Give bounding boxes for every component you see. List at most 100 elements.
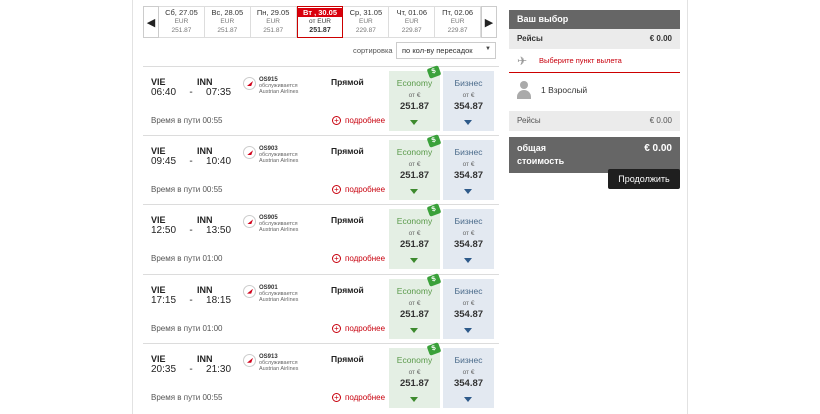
sort-selected-value: по кол-ву пересадок xyxy=(402,46,473,55)
chevron-down-icon xyxy=(410,396,418,402)
economy-fare-button[interactable]: Economy от €251.87 xyxy=(389,209,440,270)
destination-code: INN xyxy=(197,146,213,157)
operator-info: обслуживается Austrian Airlines xyxy=(259,291,298,303)
next-dates-button[interactable]: ▶ xyxy=(481,6,497,38)
details-label: подробнее xyxy=(345,116,386,125)
origin-code: VIE xyxy=(151,353,166,364)
date-cell[interactable]: Чт, 01.06 EUR 229.87 xyxy=(389,6,436,38)
airline-logo-icon xyxy=(243,284,256,298)
route-codes: VIE INN xyxy=(151,146,213,156)
from-label: от € xyxy=(408,161,421,169)
flight-row: VIE INN 09:45- 10:40 Время в пути 00:55 OS903… xyxy=(143,134,499,204)
date-cell[interactable]: Сб, 27.05 EUR 251.87 xyxy=(159,6,205,38)
date-label: Чт, 01.06 xyxy=(396,8,427,17)
chevron-down-icon xyxy=(410,120,418,125)
date-cell[interactable]: Вт , 30.05 от EUR 251.87 xyxy=(296,6,344,38)
flight-type: Прямой xyxy=(331,284,364,295)
airline-name: Austrian Airlines xyxy=(259,158,299,165)
date-cell[interactable]: Пт, 02.06 EUR 229.87 xyxy=(435,6,482,38)
economy-fare-button[interactable]: Economy от €251.87 xyxy=(389,347,440,408)
select-origin-row[interactable]: ✈ Выберите пункт вылета xyxy=(509,49,680,73)
origin-code: VIE xyxy=(151,215,166,226)
business-price: 354.87 xyxy=(453,170,484,182)
operator-info: обслуживается Austrian Airlines xyxy=(259,221,298,233)
date-currency: EUR xyxy=(404,18,419,25)
sort-select[interactable]: по кол-ву пересадок ▼ xyxy=(396,42,496,59)
economy-fare-button[interactable]: Economy от €251.87 xyxy=(389,71,440,131)
date-currency: от EUR xyxy=(309,18,331,25)
details-link[interactable]: + подробнее xyxy=(332,185,385,195)
business-price: 354.87 xyxy=(453,377,484,389)
business-fare-button[interactable]: Бизнес от €354.87 xyxy=(443,278,494,339)
details-link[interactable]: + подробнее xyxy=(332,323,385,333)
airline-logo-icon xyxy=(243,353,256,367)
business-label: Бизнес xyxy=(454,354,483,365)
destination-code: INN xyxy=(197,77,213,87)
arrival-time: 21:30 xyxy=(206,363,232,375)
passengers-text: 1 Взрослый xyxy=(541,85,588,95)
arrival-time: 10:40 xyxy=(206,156,232,168)
chevron-down-icon xyxy=(410,189,418,195)
flight-type: Прямой xyxy=(331,77,364,87)
flight-number: OS903 xyxy=(259,146,278,153)
departure-time: 17:15 xyxy=(151,294,177,306)
summary-panel: Ваш выбор Рейсы € 0.00 ✈ Выберите пункт … xyxy=(509,10,680,173)
business-fare-button[interactable]: Бизнес от €354.87 xyxy=(443,71,494,131)
business-label: Бизнес xyxy=(454,285,483,296)
continue-button[interactable]: Продолжить xyxy=(608,169,680,189)
operated-by-label: обслуживается xyxy=(259,290,298,297)
route-times: 12:50- 13:50 xyxy=(151,225,231,236)
flight-type: Прямой xyxy=(331,215,364,226)
economy-price: 251.87 xyxy=(399,170,430,182)
date-price: 229.87 xyxy=(355,27,376,34)
flights-label: Рейсы xyxy=(517,34,543,43)
from-label: от € xyxy=(408,230,421,238)
right-border xyxy=(687,0,688,414)
date-price: 251.87 xyxy=(217,27,238,34)
business-fare-button[interactable]: Бизнес от €354.87 xyxy=(443,347,494,408)
business-fare-button[interactable]: Бизнес от €354.87 xyxy=(443,140,494,201)
chevron-down-icon xyxy=(464,189,472,195)
chevron-down-icon xyxy=(464,327,472,333)
flight-row: VIE INN 20:35- 21:30 Время в пути 00:55 OS913… xyxy=(143,342,499,412)
operator-info: обслуживается Austrian Airlines xyxy=(259,152,298,164)
economy-fare-button[interactable]: Economy от €251.87 xyxy=(389,140,440,201)
arrival-time: 07:35 xyxy=(206,87,232,98)
details-link[interactable]: + подробнее xyxy=(332,392,385,402)
route-codes: VIE INN xyxy=(151,215,213,225)
arrival-time: 13:50 xyxy=(206,225,232,237)
left-border xyxy=(132,0,133,414)
flight-duration: Время в пути 00:55 xyxy=(151,392,223,402)
economy-fare-button[interactable]: Economy от €251.87 xyxy=(389,278,440,339)
date-currency: EUR xyxy=(174,18,189,25)
destination-code: INN xyxy=(197,353,213,364)
plus-icon: + xyxy=(332,392,341,402)
date-label: Сб, 27.05 xyxy=(165,8,198,17)
date-price: 251.87 xyxy=(171,27,192,34)
business-label: Бизнес xyxy=(454,78,483,88)
business-price: 354.87 xyxy=(453,101,484,112)
origin-code: VIE xyxy=(151,146,166,157)
summary-title: Ваш выбор xyxy=(509,10,680,29)
details-link[interactable]: + подробнее xyxy=(332,254,385,264)
date-cell[interactable]: Пн, 29.05 EUR 251.87 xyxy=(250,6,297,38)
business-fare-button[interactable]: Бизнес от €354.87 xyxy=(443,209,494,270)
plus-icon: + xyxy=(332,185,341,195)
date-cell[interactable]: Вс, 28.05 EUR 251.87 xyxy=(204,6,251,38)
departure-time: 06:40 xyxy=(151,87,177,98)
details-link[interactable]: + подробнее xyxy=(332,116,385,125)
operator-info: обслуживается Austrian Airlines xyxy=(259,83,298,95)
route-codes: VIE INN xyxy=(151,285,213,295)
economy-label: Economy xyxy=(396,78,433,88)
sort-label: сортировка xyxy=(353,46,393,55)
prev-dates-button[interactable]: ◀ xyxy=(143,6,159,38)
date-cell[interactable]: Ср, 31.05 EUR 229.87 xyxy=(343,6,390,38)
flight-number: OS901 xyxy=(259,284,278,291)
time-separator: - xyxy=(189,363,193,375)
date-currency: EUR xyxy=(450,18,465,25)
economy-label: Economy xyxy=(396,147,433,158)
from-label: от € xyxy=(408,368,421,376)
business-label: Бизнес xyxy=(454,147,483,158)
operated-by-label: обслуживается xyxy=(259,152,298,159)
date-currency: EUR xyxy=(359,18,373,25)
